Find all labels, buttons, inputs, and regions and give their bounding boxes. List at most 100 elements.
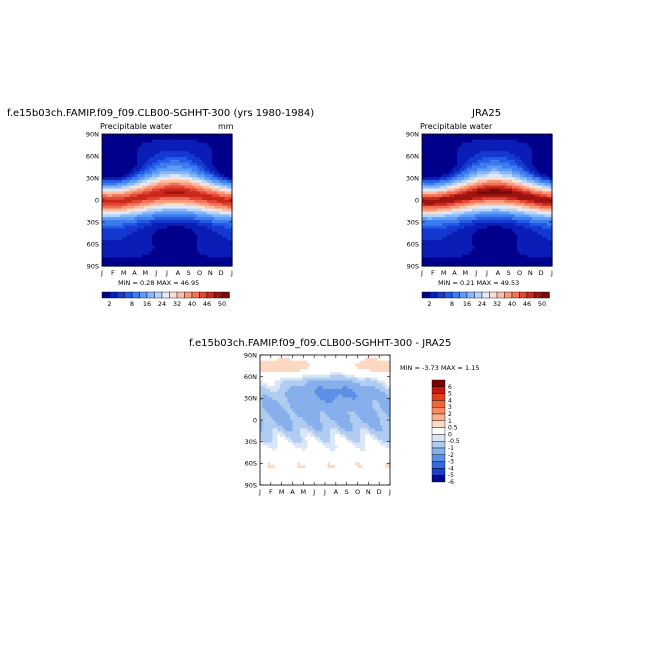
grid-cell [122, 182, 126, 187]
grid-cell [497, 222, 501, 227]
grid-cell [159, 205, 163, 210]
grid-cell [209, 188, 213, 192]
x-tick-label: A [452, 269, 457, 277]
grid-cell [227, 159, 231, 164]
grid-cell [482, 179, 486, 184]
grid-cell [142, 148, 146, 152]
grid-cell [519, 174, 523, 178]
grid-cell [217, 208, 221, 213]
grid-cell [219, 248, 223, 253]
grid-cell [539, 237, 543, 241]
grid-cell [147, 197, 151, 201]
grid-cell [217, 245, 221, 250]
grid-cell [514, 251, 518, 256]
grid-cell [487, 234, 491, 238]
grid-cell [459, 245, 463, 250]
grid-cell [459, 134, 463, 138]
colorbar-swatch [481, 291, 490, 299]
grid-cell [482, 243, 486, 247]
grid-cell [489, 171, 493, 175]
grid-cell [504, 234, 508, 238]
grid-cell [489, 240, 493, 244]
grid-cell [447, 245, 451, 250]
grid-cell [172, 200, 176, 204]
grid-cell [124, 225, 128, 230]
grid-cell [149, 214, 153, 218]
grid-cell [197, 228, 201, 233]
grid-cell [214, 214, 218, 218]
grid-cell [154, 225, 158, 230]
grid-cell [424, 177, 428, 181]
grid-cell [527, 177, 531, 181]
grid-cell [209, 245, 213, 250]
grid-cell [422, 228, 426, 233]
grid-cell [124, 159, 128, 164]
grid-cell [229, 205, 233, 210]
grid-cell [492, 220, 496, 224]
grid-cell [462, 188, 466, 192]
grid-cell [122, 177, 126, 181]
grid-cell [172, 185, 176, 190]
grid-cell [169, 248, 173, 253]
grid-cell [169, 222, 173, 227]
grid-cell [107, 243, 111, 247]
grid-cell [102, 240, 106, 244]
grid-cell [512, 156, 516, 161]
grid-cell [539, 151, 543, 155]
grid-cell [127, 145, 131, 149]
colorbar-swatch [451, 291, 460, 299]
grid-cell [514, 151, 518, 155]
grid-cell [469, 211, 473, 215]
grid-cell [492, 228, 496, 233]
grid-cell [122, 228, 126, 233]
grid-cell [177, 214, 181, 218]
grid-cell [529, 208, 533, 213]
grid-cell [139, 134, 143, 138]
grid-cell [114, 168, 118, 172]
grid-cell [147, 136, 151, 141]
grid-cell [544, 162, 548, 167]
grid-cell [157, 205, 161, 210]
grid-cell [187, 136, 191, 141]
grid-cell [509, 237, 513, 241]
grid-cell [457, 179, 461, 184]
grid-cell [424, 182, 428, 187]
grid-cell [214, 197, 218, 201]
grid-cell [484, 251, 488, 256]
grid-cell [482, 228, 486, 233]
grid-cell [149, 251, 153, 256]
grid-cell [432, 217, 436, 221]
grid-cell [212, 142, 216, 147]
grid-cell [497, 260, 501, 264]
grid-cell [172, 205, 176, 210]
grid-cell [192, 162, 196, 167]
grid-cell [229, 240, 233, 244]
grid-cell [112, 208, 116, 213]
grid-cell [117, 211, 121, 215]
grid-cell [177, 217, 181, 221]
grid-cell [182, 208, 186, 213]
grid-cell [484, 211, 488, 215]
grid-cell [437, 179, 441, 184]
grid-cell [509, 156, 513, 161]
grid-cell [227, 222, 231, 227]
grid-cell [134, 248, 138, 253]
grid-cell [122, 260, 126, 264]
grid-cell [509, 136, 513, 141]
grid-cell [499, 171, 503, 175]
grid-cell [469, 194, 473, 198]
grid-cell [517, 145, 521, 149]
grid-cell [454, 228, 458, 233]
grid-cell [122, 214, 126, 218]
grid-cell [172, 234, 176, 238]
grid-cell [159, 162, 163, 167]
grid-cell [512, 142, 516, 147]
grid-cell [224, 263, 228, 267]
grid-cell [182, 225, 186, 230]
grid-cell [494, 222, 498, 227]
grid-cell [162, 162, 166, 167]
grid-cell [127, 197, 131, 201]
grid-cell [162, 156, 166, 161]
grid-cell [112, 214, 116, 218]
grid-cell [164, 191, 168, 195]
